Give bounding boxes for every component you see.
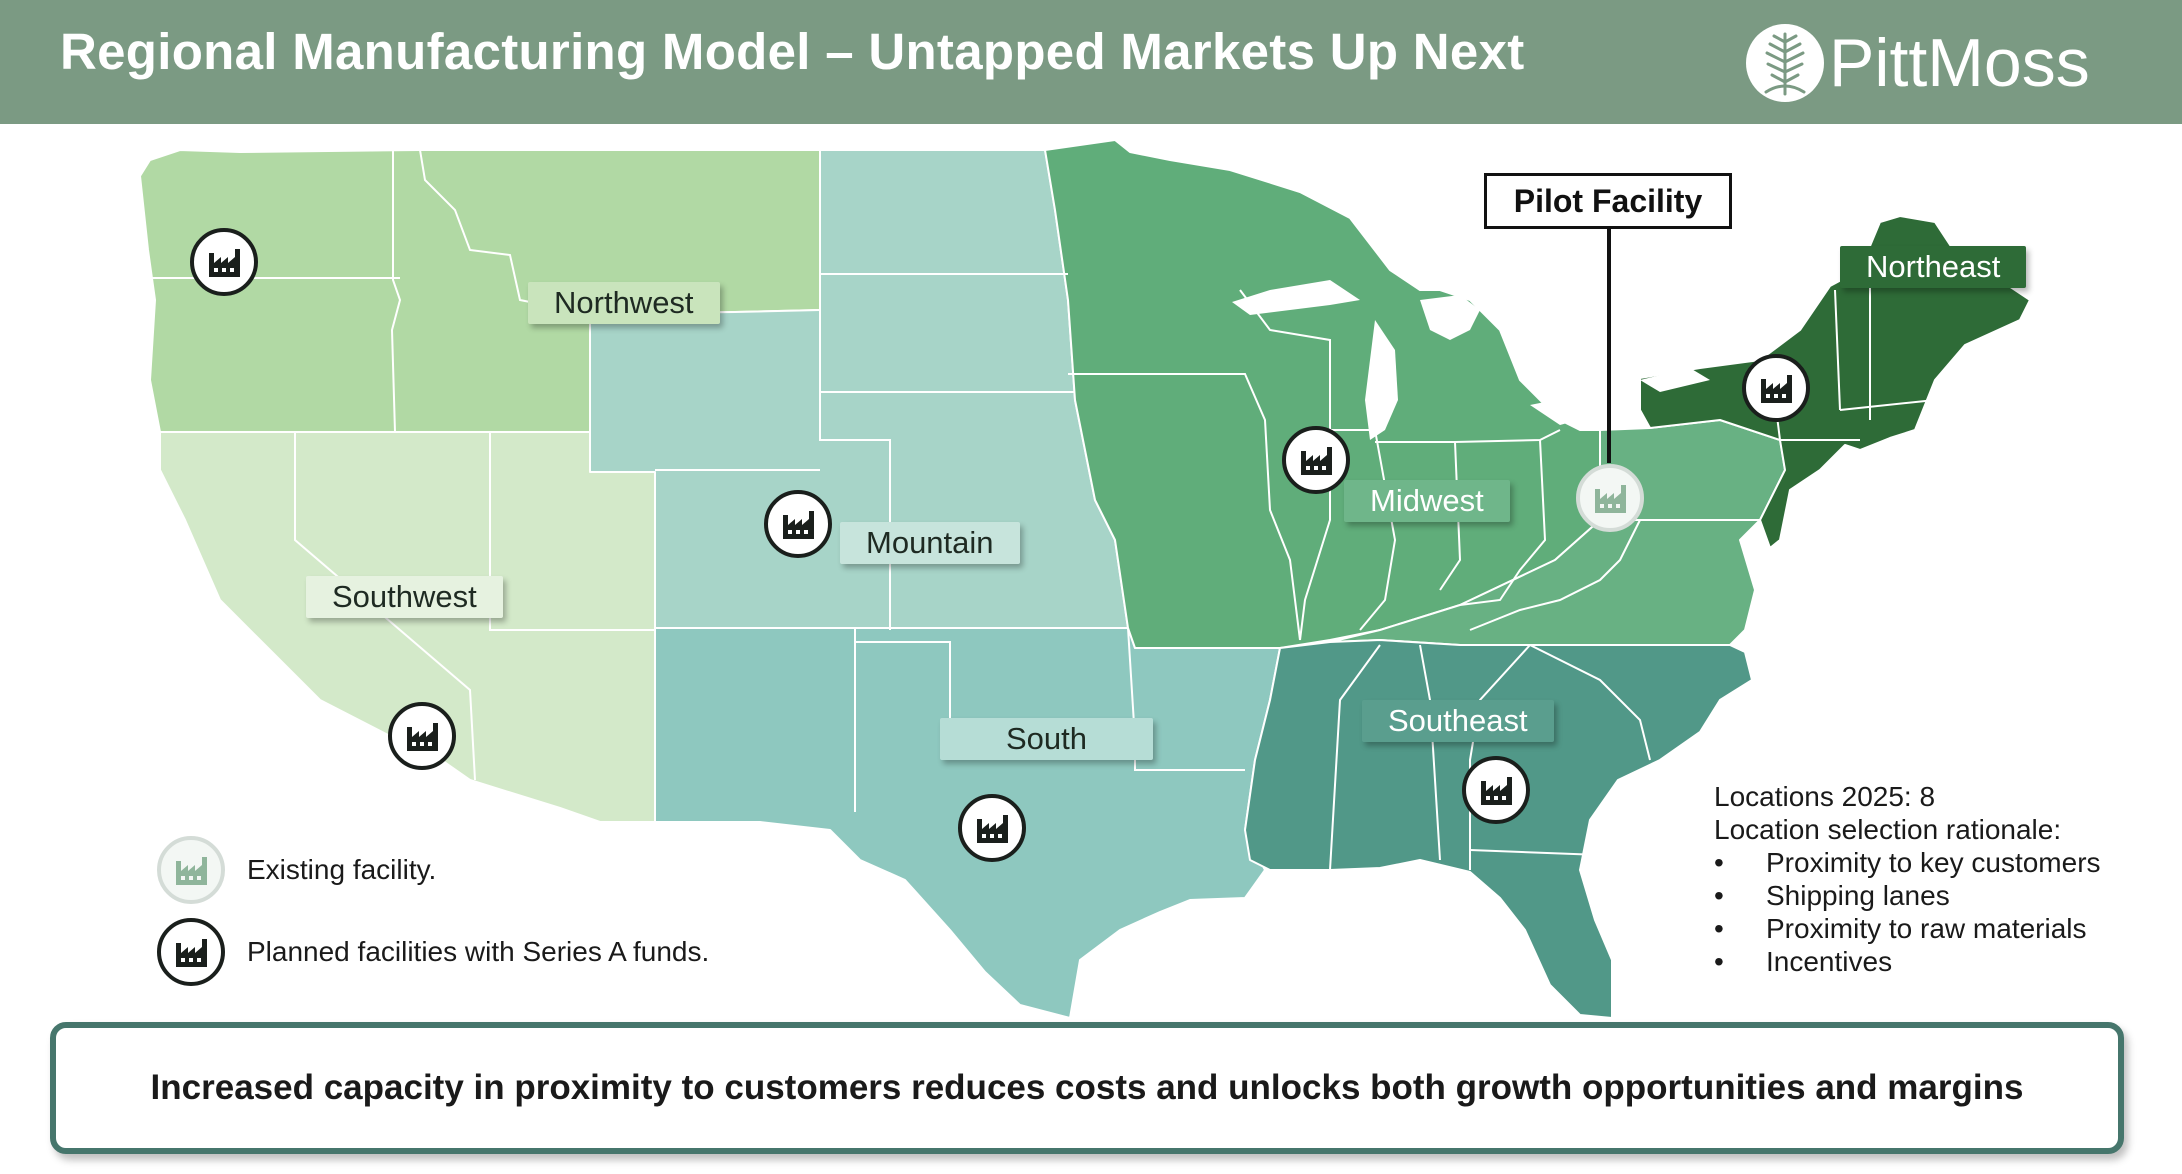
takeaway-banner: Increased capacity in proximity to custo… [50, 1022, 2124, 1154]
pilot-facility-callout: Pilot Facility [1484, 173, 1732, 229]
legend-planned-label: Planned facilities with Series A funds. [247, 936, 710, 967]
region-southeast [1244, 639, 1753, 1019]
pilot-callout-line [1607, 229, 1611, 463]
factory-icon-south [958, 794, 1026, 862]
header-bar: Regional Manufacturing Model – Untapped … [0, 0, 2182, 124]
page-title: Regional Manufacturing Model – Untapped … [60, 23, 1525, 80]
takeaway-text: Increased capacity in proximity to custo… [150, 1068, 2024, 1107]
factory-icon-southeast [1462, 756, 1530, 824]
locations-count: Locations 2025: 8 [1714, 781, 1936, 812]
logo-wordmark: PittMoss [1829, 25, 2090, 101]
region-label-midwest: Midwest [1344, 480, 1510, 522]
legend-existing-label: Existing facility. [247, 854, 437, 885]
region-label-mountain: Mountain [840, 522, 1020, 564]
region-label-south: South [940, 718, 1154, 760]
moss-leaf-icon [1746, 24, 1824, 102]
rationale-title: Location selection rationale: [1714, 814, 2062, 845]
factory-icon-mountain [764, 490, 832, 558]
region-label-southeast: Southeast [1362, 700, 1554, 742]
factory-icon-pilot-existing [1576, 464, 1644, 532]
rationale-item: Proximity to raw materials [1714, 912, 2101, 945]
region-label-northeast: Northeast [1840, 246, 2027, 288]
factory-icon-midwest [1282, 426, 1350, 494]
region-label-southwest: Southwest [306, 576, 503, 618]
factory-icon-northwest [190, 228, 258, 296]
location-notes: Locations 2025: 8 Location selection rat… [1714, 780, 2101, 978]
rationale-item: Incentives [1714, 945, 2101, 978]
factory-icon-northeast [1742, 354, 1810, 422]
factory-icon-southwest [388, 702, 456, 770]
rationale-item: Shipping lanes [1714, 879, 2101, 912]
great-lakes [1232, 280, 1710, 440]
factory-icon-legend-existing [157, 836, 225, 904]
us-regional-map [139, 139, 2031, 1019]
region-label-northwest: Northwest [528, 282, 720, 324]
factory-icon-legend-planned [157, 918, 225, 986]
rationale-item: Proximity to key customers [1714, 846, 2101, 879]
rationale-list: Proximity to key customers Shipping lane… [1714, 846, 2101, 978]
pittmoss-logo: PittMoss [1744, 22, 2104, 104]
